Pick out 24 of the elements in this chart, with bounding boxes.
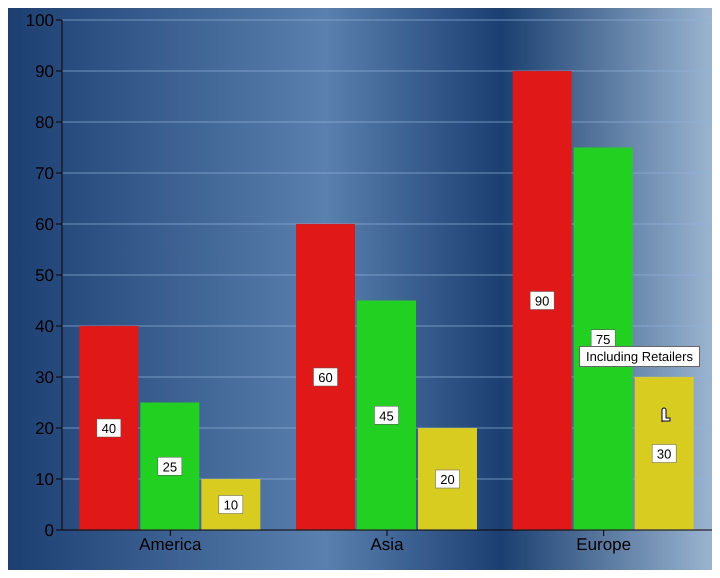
data-label: 90 (534, 294, 550, 308)
y-tick-label: 20 (35, 419, 54, 438)
data-label: 40 (102, 421, 116, 436)
data-label: 20 (440, 472, 455, 487)
data-label: 60 (318, 370, 333, 385)
x-tick-label: America (139, 535, 202, 554)
data-label: 10 (224, 498, 238, 512)
y-tick-label: 100 (26, 11, 54, 30)
y-tick-label: 60 (35, 215, 54, 234)
y-tick-label: 40 (35, 317, 54, 336)
y-tick-label: 50 (35, 266, 54, 286)
x-tick-label: Asia (370, 535, 404, 554)
y-tick-label: 10 (35, 470, 54, 490)
y-tick-label: 80 (35, 113, 54, 132)
data-label: 75 (596, 332, 610, 347)
y-tick-label: 0 (44, 521, 54, 540)
annotation: Including Retailers (579, 346, 700, 367)
y-tick-label: 90 (35, 62, 54, 82)
data-label: 25 (162, 459, 178, 474)
y-tick-label: 70 (35, 164, 54, 184)
data-label: 45 (379, 408, 394, 424)
y-tick-label: 30 (35, 368, 54, 388)
x-tick-label: Europe (576, 535, 632, 554)
data-label: 30 (656, 446, 672, 462)
